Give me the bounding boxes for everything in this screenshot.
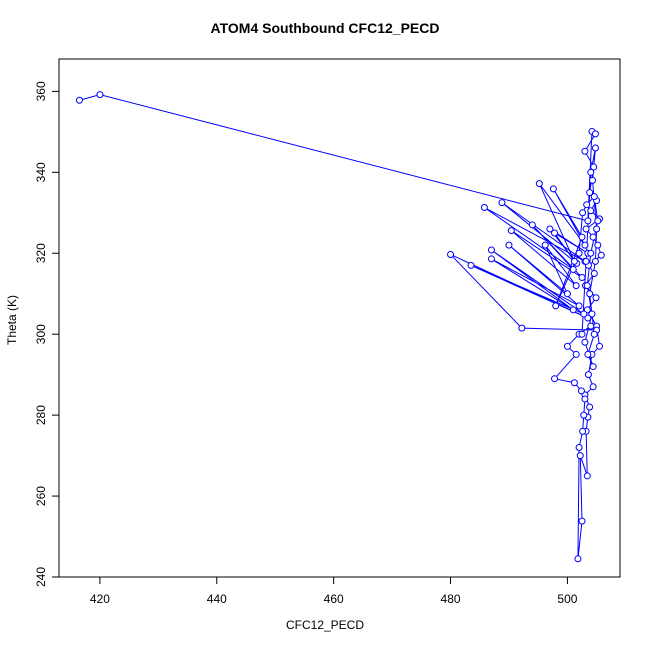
y-tick-label: 340 bbox=[34, 162, 48, 182]
data-point bbox=[590, 193, 598, 201]
data-point bbox=[590, 269, 598, 277]
data-point bbox=[591, 144, 599, 152]
y-tick-label: 260 bbox=[34, 486, 48, 506]
data-point bbox=[580, 310, 588, 318]
data-point bbox=[487, 246, 495, 254]
data-point bbox=[588, 310, 596, 318]
data-point bbox=[590, 163, 598, 171]
data-point bbox=[572, 282, 580, 290]
axes: 420 440 460 480 500 240 260 280 300 320 340 360 bbox=[34, 81, 578, 606]
data-point bbox=[552, 302, 560, 310]
data-point bbox=[578, 330, 586, 338]
data-point bbox=[579, 209, 587, 217]
data-point bbox=[563, 342, 571, 350]
data-point bbox=[569, 306, 577, 314]
data-point bbox=[584, 350, 592, 358]
data-point bbox=[591, 130, 599, 138]
data-point bbox=[581, 241, 589, 249]
data-point bbox=[587, 207, 595, 215]
data-point bbox=[596, 342, 604, 350]
data-point bbox=[586, 290, 594, 298]
data-point bbox=[498, 199, 506, 207]
data-point bbox=[572, 350, 580, 358]
data-point bbox=[578, 233, 586, 241]
data-point bbox=[447, 250, 455, 258]
x-axis-label: CFC12_PECD bbox=[285, 618, 365, 632]
x-tick-label: 500 bbox=[557, 592, 577, 606]
data-point bbox=[551, 375, 559, 383]
data-point bbox=[589, 233, 597, 241]
data-point bbox=[582, 225, 590, 233]
data-point bbox=[587, 322, 595, 330]
data-point bbox=[581, 338, 589, 346]
data-point bbox=[577, 387, 585, 395]
data-point bbox=[551, 229, 559, 237]
x-tick-label: 460 bbox=[324, 592, 344, 606]
data-point bbox=[589, 176, 597, 184]
data-point bbox=[589, 383, 597, 391]
data-point bbox=[586, 403, 594, 411]
data-point bbox=[576, 452, 584, 460]
data-point bbox=[593, 225, 601, 233]
data-point bbox=[528, 221, 536, 229]
data-point bbox=[480, 204, 488, 212]
data-point bbox=[581, 395, 589, 403]
data-point bbox=[587, 249, 595, 257]
data-point bbox=[584, 371, 592, 379]
data-point bbox=[592, 294, 600, 302]
data-point bbox=[594, 241, 602, 249]
data-point bbox=[578, 517, 586, 525]
data-point bbox=[575, 444, 583, 451]
data-point bbox=[569, 265, 577, 273]
data-point bbox=[96, 91, 104, 99]
data-point bbox=[575, 249, 583, 257]
data-point bbox=[581, 147, 589, 155]
data-point bbox=[590, 330, 598, 338]
y-tick-label: 320 bbox=[34, 243, 48, 263]
data-point bbox=[587, 168, 595, 176]
data-point bbox=[583, 472, 591, 480]
data-point bbox=[589, 363, 597, 371]
data-point bbox=[579, 427, 587, 435]
y-tick-label: 240 bbox=[34, 567, 48, 587]
data-point bbox=[574, 555, 582, 563]
data-point bbox=[578, 274, 586, 282]
data-point bbox=[75, 96, 83, 104]
chart-title: ATOM4 Southbound CFC12_PECD bbox=[210, 20, 440, 36]
data-point bbox=[575, 302, 583, 310]
y-tick-label: 300 bbox=[34, 324, 48, 344]
data-point bbox=[570, 257, 578, 265]
plot-frame bbox=[58, 58, 621, 578]
data-point bbox=[518, 324, 526, 332]
x-tick-label: 440 bbox=[207, 592, 227, 606]
data-point bbox=[582, 257, 590, 265]
data-point bbox=[591, 257, 599, 265]
data-point bbox=[584, 217, 592, 225]
data-point bbox=[487, 255, 495, 263]
data-point bbox=[594, 217, 602, 225]
data-point bbox=[584, 314, 592, 322]
data-point bbox=[546, 225, 554, 233]
data-point bbox=[563, 290, 571, 298]
data-point bbox=[467, 261, 475, 269]
data-point bbox=[586, 189, 594, 197]
data-point bbox=[505, 241, 513, 249]
data-point bbox=[507, 227, 515, 235]
data-point bbox=[541, 241, 549, 249]
x-tick-label: 420 bbox=[90, 592, 110, 606]
data-point bbox=[535, 180, 543, 188]
series-points bbox=[75, 91, 605, 563]
data-point bbox=[583, 282, 591, 290]
data-point bbox=[570, 379, 578, 387]
data-point bbox=[549, 185, 557, 193]
data-point bbox=[583, 201, 591, 209]
x-tick-label: 480 bbox=[441, 592, 461, 606]
y-tick-label: 280 bbox=[34, 405, 48, 425]
data-point bbox=[597, 251, 605, 259]
y-tick-label: 360 bbox=[34, 81, 48, 101]
data-point bbox=[580, 411, 588, 419]
